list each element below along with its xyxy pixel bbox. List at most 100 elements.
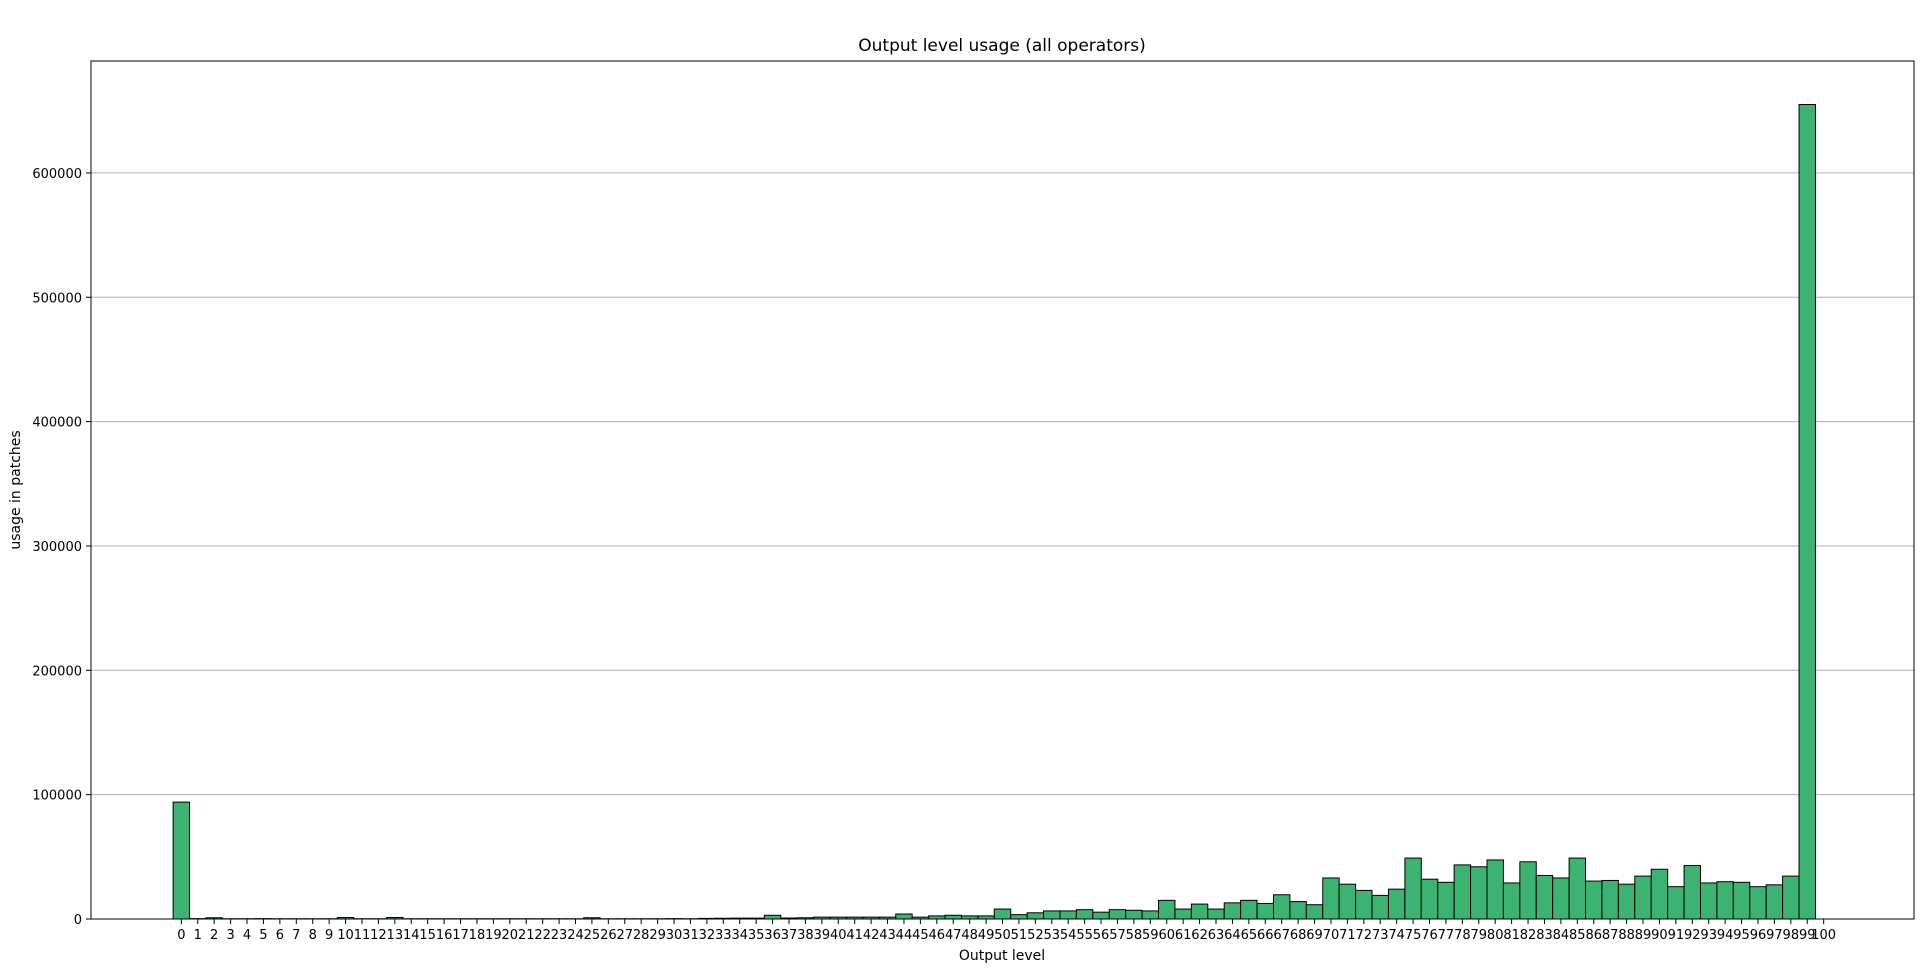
bar-level-89 <box>1634 875 1652 920</box>
x-tick-label: 44 <box>896 928 913 943</box>
bar-level-72 <box>1355 889 1373 920</box>
bar-level-87 <box>1601 879 1619 920</box>
x-tick-label: 20 <box>502 928 519 943</box>
x-tick-label: 50 <box>994 928 1011 943</box>
x-tick-label: 47 <box>945 928 962 943</box>
x-tick-label: 16 <box>436 928 453 943</box>
x-tick-label: 36 <box>764 928 781 943</box>
y-tick-label: 200000 <box>32 664 82 679</box>
x-tick-label: 35 <box>748 928 765 943</box>
bar-level-57 <box>1108 909 1127 920</box>
x-tick-label: 41 <box>846 928 863 943</box>
x-tick-label: 9 <box>325 928 333 943</box>
x-tick-label: 12 <box>370 928 387 943</box>
x-tick-label: 7 <box>292 928 300 943</box>
y-tick-label: 600000 <box>32 167 82 182</box>
x-tick-label: 90 <box>1651 928 1668 943</box>
x-tick-label: 64 <box>1224 928 1241 943</box>
x-tick-label: 13 <box>387 928 404 943</box>
x-tick-label: 70 <box>1323 928 1340 943</box>
bar-level-93 <box>1699 882 1718 920</box>
x-tick-label: 57 <box>1109 928 1126 943</box>
x-tick-label: 76 <box>1421 928 1438 943</box>
x-tick-label: 2 <box>210 928 218 943</box>
x-tick-label: 95 <box>1733 928 1750 943</box>
x-tick-label: 79 <box>1471 928 1488 943</box>
x-tick-label: 97 <box>1766 928 1783 943</box>
x-tick-label: 27 <box>616 928 633 943</box>
bar-level-47 <box>944 914 962 920</box>
x-tick-label: 54 <box>1060 928 1077 943</box>
x-tick-label: 74 <box>1388 928 1405 943</box>
x-tick-label: 48 <box>961 928 978 943</box>
x-tick-label: 69 <box>1306 928 1323 943</box>
x-tick-label: 72 <box>1356 928 1373 943</box>
x-tick-label: 77 <box>1438 928 1455 943</box>
bar-level-96 <box>1749 886 1767 920</box>
bar-level-68 <box>1289 901 1307 920</box>
bar-level-69 <box>1305 904 1324 920</box>
x-tick-label: 67 <box>1273 928 1290 943</box>
bar-level-60 <box>1158 899 1176 920</box>
x-tick-label: 80 <box>1487 928 1504 943</box>
bar-level-64 <box>1223 902 1242 920</box>
x-tick-label: 4 <box>243 928 251 943</box>
bar-level-63 <box>1207 908 1225 920</box>
x-tick-label: 85 <box>1569 928 1586 943</box>
bar-level-76 <box>1420 878 1439 920</box>
x-tick-label: 19 <box>485 928 502 943</box>
x-tick-label: 34 <box>731 928 748 943</box>
x-tick-label: 88 <box>1618 928 1635 943</box>
x-tick-label: 100 <box>1811 928 1836 943</box>
bar-level-91 <box>1667 886 1685 920</box>
x-tick-label: 0 <box>177 928 185 943</box>
grid-lines <box>91 172 1914 796</box>
y-tick-label: 0 <box>74 913 82 928</box>
bar-level-52 <box>1026 912 1045 920</box>
bar-level-94 <box>1716 881 1734 920</box>
bar-level-75 <box>1404 857 1422 920</box>
x-tick-label: 29 <box>649 928 666 943</box>
bar-level-54 <box>1059 910 1077 920</box>
bar-level-86 <box>1585 880 1603 920</box>
bar-level-90 <box>1650 868 1669 920</box>
x-tick-label: 40 <box>830 928 847 943</box>
bar-level-62 <box>1190 903 1209 920</box>
bar-level-51 <box>1010 914 1028 920</box>
x-tick-label: 15 <box>419 928 436 943</box>
bar-level-71 <box>1338 883 1357 920</box>
x-tick-label: 59 <box>1142 928 1159 943</box>
bar-level-59 <box>1141 910 1160 920</box>
bar-level-92 <box>1683 865 1701 920</box>
x-tick-label: 42 <box>863 928 880 943</box>
x-tick-label: 18 <box>469 928 486 943</box>
x-tick-label: 46 <box>929 928 946 943</box>
x-tick-label: 17 <box>452 928 469 943</box>
bars <box>172 104 1816 920</box>
x-tick-label: 65 <box>1241 928 1258 943</box>
x-tick-label: 86 <box>1585 928 1602 943</box>
x-tick-label: 91 <box>1668 928 1685 943</box>
x-tick-label: 8 <box>309 928 317 943</box>
x-tick-label: 84 <box>1553 928 1570 943</box>
bar-level-36 <box>763 914 782 920</box>
x-tick-label: 58 <box>1126 928 1143 943</box>
bar-level-50 <box>993 908 1012 920</box>
x-tick-label: 51 <box>1011 928 1028 943</box>
x-tick-label: 62 <box>1191 928 1208 943</box>
x-tick-label: 49 <box>978 928 995 943</box>
x-tick-label: 3 <box>226 928 234 943</box>
x-tick-label: 5 <box>259 928 267 943</box>
x-tick-label: 1 <box>194 928 202 943</box>
bar-level-74 <box>1387 888 1406 920</box>
x-tick-label: 10 <box>337 928 354 943</box>
bar-level-85 <box>1568 857 1587 920</box>
y-axis-label: usage in patches <box>8 430 24 549</box>
x-tick-label: 93 <box>1700 928 1717 943</box>
x-tick-label: 52 <box>1027 928 1044 943</box>
bar-level-88 <box>1617 883 1636 920</box>
chart-title: Output level usage (all operators) <box>858 36 1146 56</box>
x-tick-label: 6 <box>276 928 284 943</box>
x-tick-label: 25 <box>584 928 601 943</box>
x-tick-label: 73 <box>1372 928 1389 943</box>
